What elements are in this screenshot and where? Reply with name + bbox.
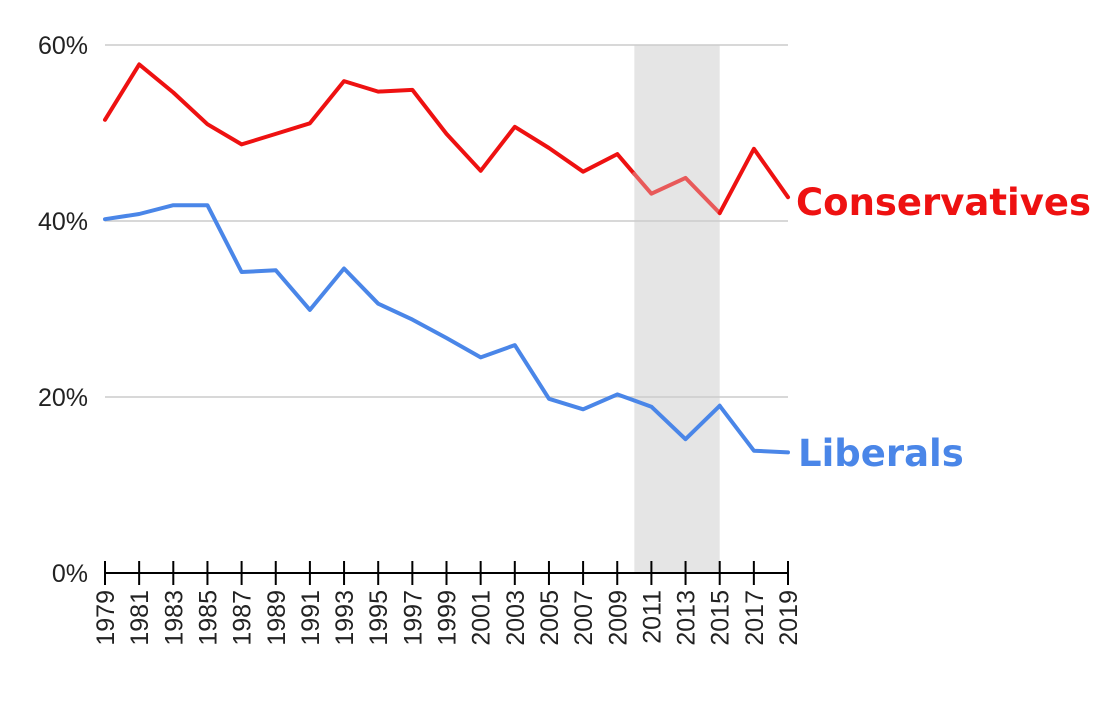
x-tick-label: 1989 <box>263 590 291 646</box>
gridlines <box>105 44 788 398</box>
series-line-conservatives <box>103 62 637 176</box>
series-line-conservatives <box>717 146 790 216</box>
series-labels: Conservatives Liberals <box>796 181 1091 475</box>
x-tick-label: 2009 <box>604 590 632 646</box>
x-tick-label: 2019 <box>775 590 803 646</box>
x-tick-label: 1979 <box>92 590 120 646</box>
highlight-band-layer <box>634 45 720 573</box>
x-tick-label: 1981 <box>126 590 154 646</box>
x-tick-label: 1993 <box>331 590 359 646</box>
x-tick-label: 1991 <box>297 590 325 646</box>
x-tick-label: 1983 <box>160 590 188 646</box>
x-tick-label: 2003 <box>502 590 530 646</box>
y-tick-label: 60% <box>38 32 88 60</box>
x-tick-label: 1997 <box>399 590 427 646</box>
x-tick-label: 2001 <box>468 590 496 646</box>
series-label-conservatives: Conservatives <box>796 181 1091 224</box>
x-tick-label: 2015 <box>707 590 735 646</box>
y-axis-tick-labels: 0% 20% 40% 60% <box>38 32 88 588</box>
series-line-conservatives <box>632 171 722 216</box>
x-tick-label: 2013 <box>673 590 701 646</box>
x-tick-label: 2017 <box>741 590 769 646</box>
x-axis-tick-labels: 1979 1981 1983 1985 1987 1989 1991 1993 1995 1997… <box>92 590 803 646</box>
y-tick-label: 0% <box>52 560 88 588</box>
y-tick-label: 40% <box>38 208 88 236</box>
x-tick-label: 2005 <box>536 590 564 646</box>
y-tick-label: 20% <box>38 384 88 412</box>
series-lines <box>103 62 790 455</box>
series-line-liberals <box>103 203 637 412</box>
x-tick-label: 1995 <box>365 590 393 646</box>
x-tick-label: 1985 <box>194 590 222 646</box>
x-tick-label: 1987 <box>229 590 257 646</box>
x-axis <box>104 561 789 585</box>
x-tick-label: 1999 <box>434 590 462 646</box>
series-line-liberals <box>632 398 722 442</box>
series-line-liberals <box>717 403 790 455</box>
highlight-band <box>634 45 720 573</box>
series-label-liberals: Liberals <box>798 432 964 475</box>
x-tick-label: 2011 <box>638 590 666 644</box>
x-tick-label: 2007 <box>570 590 598 646</box>
